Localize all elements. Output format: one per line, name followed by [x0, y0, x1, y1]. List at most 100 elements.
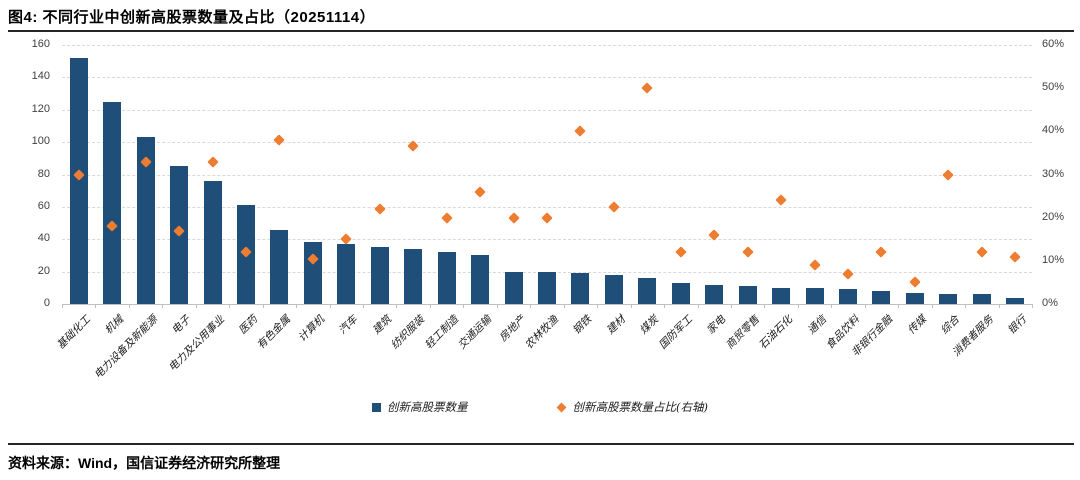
scatter-diamond [608, 201, 620, 213]
x-axis-tick [162, 304, 164, 308]
bar [972, 294, 991, 304]
bar [471, 255, 490, 304]
scatter-diamond [440, 211, 453, 224]
bar [772, 287, 791, 304]
x-axis-tick [831, 304, 833, 308]
source-rule [8, 443, 1074, 445]
scatter-diamond [808, 259, 821, 271]
y-axis-left-tick-label: 20 [37, 264, 50, 277]
scatter-diamond [1009, 250, 1021, 263]
y-axis-right-tick-label: 40% [1042, 124, 1065, 137]
y-axis-left-tick-label: 0 [43, 297, 50, 309]
scatter-diamond [875, 246, 888, 258]
y-axis-left-tick-label: 60 [37, 199, 50, 212]
bar [538, 271, 556, 304]
gridline [62, 109, 1032, 111]
bar [303, 242, 322, 304]
x-axis-tick [95, 304, 97, 308]
scatter-diamond [507, 211, 520, 224]
bar [905, 292, 924, 304]
bar [939, 294, 958, 304]
scatter-diamond [641, 82, 654, 94]
scatter-diamond [206, 155, 219, 168]
bar [136, 137, 155, 304]
x-axis-tick [998, 304, 1000, 308]
x-axis-tick [664, 304, 666, 308]
scatter-diamond [976, 246, 988, 258]
scatter-diamond [374, 203, 386, 215]
bar [805, 287, 824, 304]
gridline [62, 174, 1032, 176]
legend: 创新高股票数量 创新高股票数量占比(右轴) [0, 399, 1080, 415]
legend-item-pct: 创新高股票数量占比(右轴) [556, 399, 708, 415]
bar [404, 248, 423, 304]
x-axis-tick [396, 304, 398, 308]
bar [705, 284, 724, 304]
x-axis-tick [128, 304, 130, 308]
bar [604, 274, 623, 304]
scatter-diamond [675, 246, 687, 258]
x-axis-tick [797, 304, 799, 308]
y-axis-right-tick-label: 60% [1042, 38, 1065, 50]
x-axis-tick [195, 304, 197, 308]
y-axis-left-tick-label: 140 [31, 70, 50, 83]
legend-diamond-marker [556, 402, 566, 412]
gridline [62, 206, 1032, 208]
legend-square-marker [372, 402, 381, 412]
y-axis-left-tick-label: 160 [31, 38, 50, 50]
x-axis-tick [530, 304, 532, 308]
y-axis-left-tick-label: 80 [37, 167, 50, 180]
gridline [62, 77, 1032, 79]
bar [69, 57, 88, 304]
title-rule [8, 30, 1074, 32]
bar [337, 244, 356, 304]
y-axis-right-tick-label: 0% [1042, 297, 1058, 309]
x-axis-tick [1032, 304, 1033, 308]
x-axis-tick [62, 304, 63, 308]
bar [270, 229, 289, 304]
x-axis-tick [329, 304, 331, 308]
gridline [62, 142, 1032, 144]
x-axis-tick [764, 304, 766, 308]
legend-label-pct: 创新高股票数量占比(右轴) [572, 400, 708, 414]
x-axis-tick [496, 304, 498, 308]
gridline [62, 45, 1032, 46]
x-axis-tick [931, 304, 933, 308]
y-axis-left-tick-label: 40 [37, 232, 50, 245]
bar [638, 278, 657, 304]
x-axis-tick [363, 304, 365, 308]
x-axis-tick [697, 304, 699, 308]
y-axis-right-tick-label: 20% [1042, 210, 1065, 223]
y-axis-right-tick-label: 10% [1042, 253, 1065, 266]
scatter-diamond [574, 125, 587, 137]
x-axis-tick [597, 304, 599, 308]
scatter-diamond [942, 168, 955, 181]
x-axis-tick [898, 304, 900, 308]
scatter-diamond [474, 186, 486, 198]
x-axis-tick [463, 304, 465, 308]
bar [203, 180, 222, 304]
bar [738, 286, 757, 304]
x-axis-tick [262, 304, 264, 308]
legend-item-count: 创新高股票数量 [372, 399, 468, 415]
scatter-diamond [273, 134, 286, 146]
scatter-diamond [775, 194, 787, 207]
x-axis-tick [965, 304, 967, 308]
gridline [62, 239, 1032, 241]
scatter-diamond [742, 246, 754, 258]
x-axis-tick [563, 304, 565, 308]
x-axis-tick [429, 304, 431, 308]
scatter-diamond [541, 211, 553, 224]
bar [1006, 297, 1025, 304]
y-axis-right-tick-label: 50% [1042, 81, 1065, 94]
x-axis-tick [229, 304, 231, 308]
y-axis-left-tick-label: 120 [31, 102, 50, 115]
x-axis-tick [864, 304, 866, 308]
bar [504, 271, 523, 304]
bar [872, 291, 891, 304]
bar [571, 273, 590, 304]
scatter-diamond [842, 268, 854, 280]
scatter-diamond [909, 276, 921, 289]
y-axis-left-tick-label: 100 [31, 135, 50, 148]
